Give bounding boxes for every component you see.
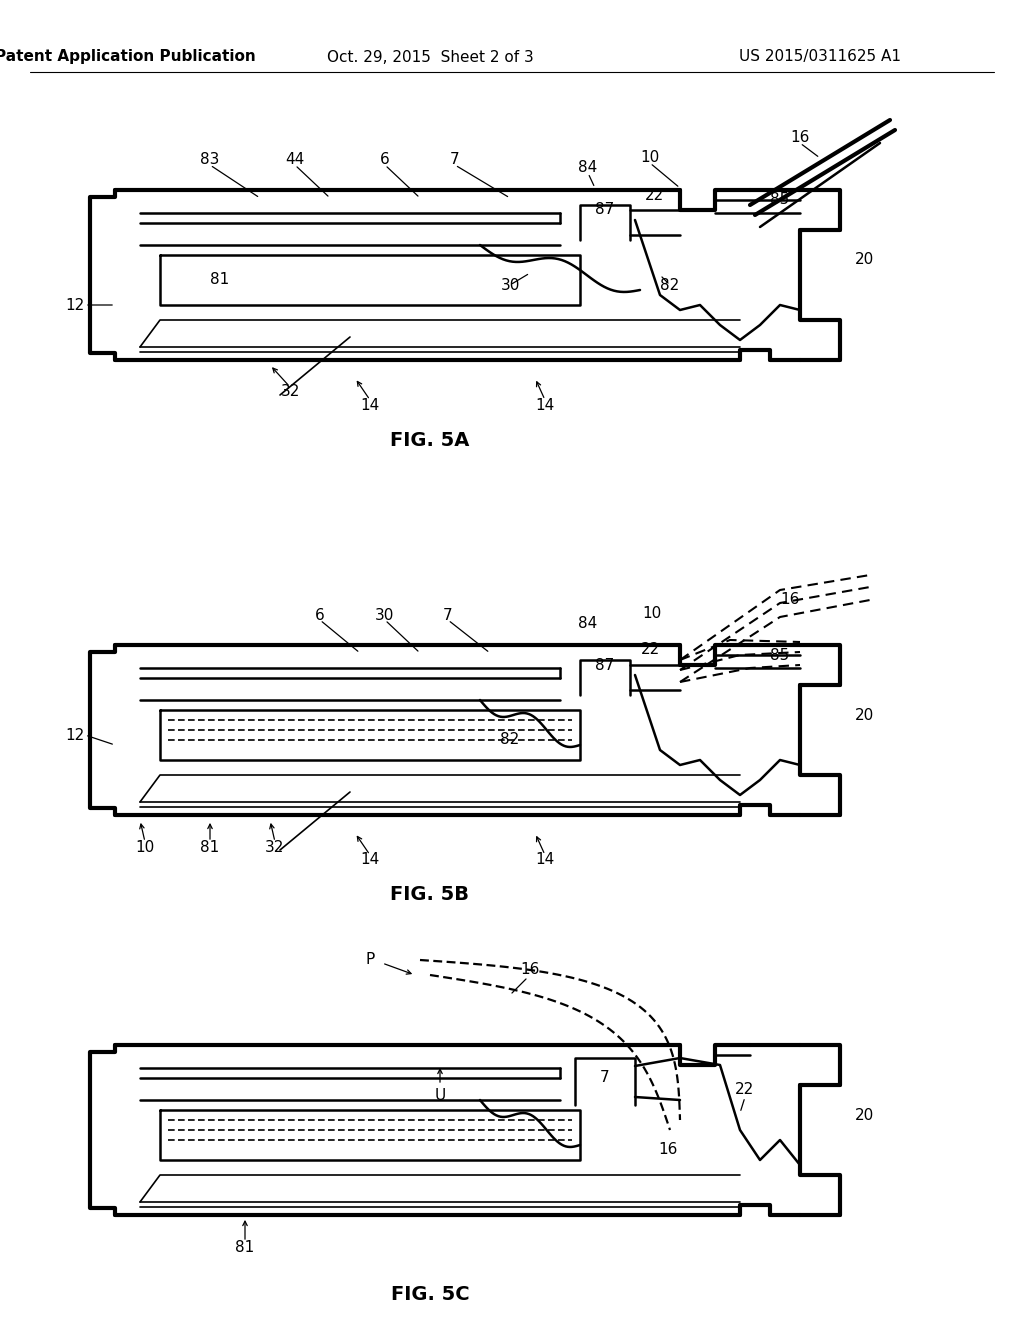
Text: 84: 84 [579, 161, 598, 176]
Text: 83: 83 [201, 153, 220, 168]
Text: FIG. 5C: FIG. 5C [391, 1286, 469, 1304]
Text: 44: 44 [286, 153, 304, 168]
Text: 22: 22 [735, 1082, 755, 1097]
Text: 12: 12 [66, 727, 85, 742]
Text: 32: 32 [265, 840, 285, 854]
Text: 14: 14 [536, 853, 555, 867]
Text: 22: 22 [640, 643, 659, 657]
Text: 20: 20 [855, 708, 874, 722]
Text: 10: 10 [135, 840, 155, 854]
Text: 10: 10 [640, 150, 659, 165]
Text: 84: 84 [579, 615, 598, 631]
Text: 30: 30 [376, 607, 394, 623]
Text: 30: 30 [501, 277, 520, 293]
Text: 81: 81 [210, 272, 229, 288]
Text: 16: 16 [791, 131, 810, 145]
Text: 7: 7 [443, 607, 453, 623]
Text: 32: 32 [281, 384, 300, 400]
Text: 7: 7 [600, 1071, 610, 1085]
Text: 14: 14 [536, 397, 555, 412]
Text: US 2015/0311625 A1: US 2015/0311625 A1 [739, 49, 901, 65]
Text: 82: 82 [501, 733, 519, 747]
Text: 7: 7 [451, 153, 460, 168]
Text: Oct. 29, 2015  Sheet 2 of 3: Oct. 29, 2015 Sheet 2 of 3 [327, 49, 534, 65]
Text: 81: 81 [201, 840, 219, 854]
Text: 20: 20 [855, 1107, 874, 1122]
Text: 20: 20 [855, 252, 874, 268]
Text: 12: 12 [66, 297, 85, 313]
Text: FIG. 5B: FIG. 5B [390, 886, 469, 904]
Text: 6: 6 [380, 153, 390, 168]
Text: 85: 85 [770, 648, 790, 663]
Text: 16: 16 [780, 593, 800, 607]
Text: 10: 10 [642, 606, 662, 620]
Text: 14: 14 [360, 397, 380, 412]
Text: U: U [434, 1088, 445, 1102]
Text: FIG. 5A: FIG. 5A [390, 430, 470, 450]
Text: 82: 82 [660, 277, 680, 293]
Text: 14: 14 [360, 853, 380, 867]
Text: Patent Application Publication: Patent Application Publication [0, 49, 255, 65]
Text: P: P [366, 953, 375, 968]
Text: 81: 81 [236, 1239, 255, 1254]
Text: 87: 87 [595, 657, 614, 672]
Text: 85: 85 [770, 193, 790, 207]
Text: 16: 16 [658, 1143, 678, 1158]
Text: 16: 16 [520, 962, 540, 978]
Text: 6: 6 [315, 607, 325, 623]
Text: 22: 22 [645, 187, 665, 202]
Text: 87: 87 [595, 202, 614, 218]
